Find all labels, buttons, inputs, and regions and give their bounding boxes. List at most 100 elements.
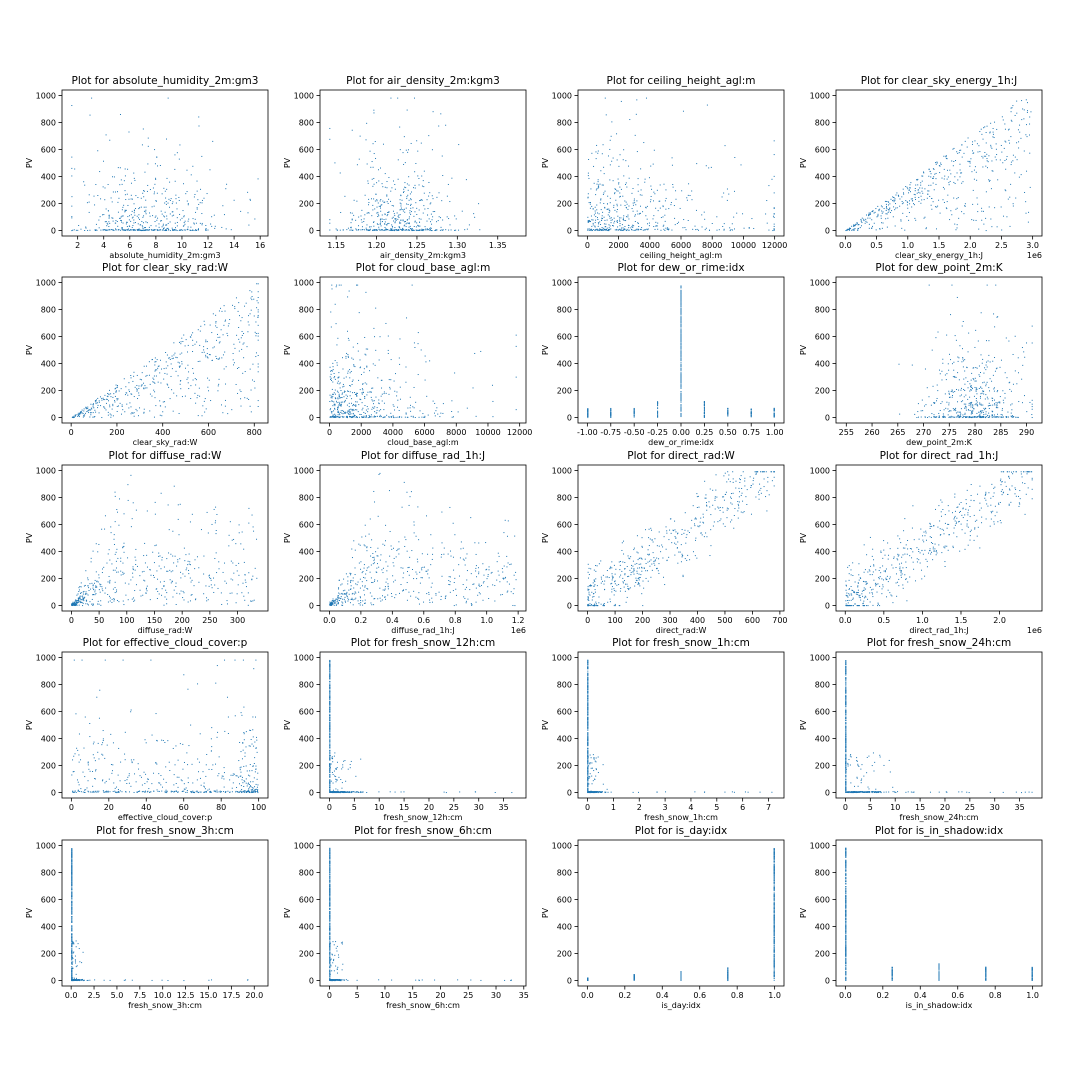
data-point: [1009, 388, 1011, 390]
data-point: [680, 368, 682, 370]
data-point: [972, 404, 974, 406]
data-point: [337, 380, 339, 382]
data-point: [956, 416, 958, 418]
data-point: [921, 399, 923, 401]
data-point: [167, 97, 169, 99]
data-point: [99, 583, 101, 585]
data-point: [598, 184, 600, 186]
data-point: [1011, 403, 1013, 405]
y-tick-label: 0: [51, 227, 56, 236]
data-point: [220, 329, 222, 331]
data-point: [637, 229, 639, 231]
data-point: [977, 416, 979, 418]
data-point: [344, 390, 346, 392]
data-point: [349, 413, 351, 415]
data-point: [106, 398, 108, 400]
data-point: [950, 416, 952, 418]
y-tick-label: 0: [51, 602, 56, 611]
data-point: [958, 417, 960, 419]
data-point: [240, 391, 242, 393]
data-point: [657, 401, 659, 403]
data-point: [733, 228, 735, 230]
data-point: [141, 372, 143, 374]
data-point: [109, 597, 111, 599]
data-point: [78, 604, 80, 606]
x-tick-label: 270: [916, 428, 931, 437]
scatter-points: [71, 283, 259, 419]
data-point: [132, 216, 134, 218]
x-tick-label: 200: [109, 428, 124, 437]
data-point: [215, 314, 217, 316]
data-point: [703, 414, 705, 416]
data-point: [83, 410, 85, 412]
data-point: [962, 321, 964, 322]
data-point: [371, 408, 373, 410]
data-point: [1012, 383, 1014, 385]
y-tick-label: 600: [815, 145, 830, 154]
data-point: [375, 349, 377, 351]
data-point: [633, 411, 635, 413]
data-point: [247, 604, 249, 606]
data-point: [936, 397, 938, 399]
data-point: [423, 192, 425, 194]
data-point: [161, 226, 163, 228]
data-point: [1001, 229, 1003, 231]
data-point: [337, 406, 339, 408]
data-point: [416, 207, 418, 209]
data-point: [933, 168, 935, 170]
data-point: [135, 208, 137, 209]
data-point: [977, 405, 979, 407]
data-point: [646, 228, 648, 230]
data-point: [896, 192, 898, 194]
data-point: [623, 175, 625, 177]
data-point: [351, 212, 353, 214]
data-point: [257, 332, 259, 334]
data-point: [329, 229, 331, 231]
data-point: [931, 349, 933, 351]
data-point: [169, 199, 171, 201]
data-point: [659, 200, 661, 202]
data-point: [380, 167, 381, 169]
data-point: [410, 415, 412, 417]
data-point: [420, 199, 422, 201]
data-point: [190, 398, 192, 400]
data-point: [394, 188, 396, 190]
data-point: [158, 226, 160, 228]
data-point: [441, 200, 443, 202]
data-point: [973, 219, 975, 221]
data-point: [233, 199, 235, 201]
data-point: [414, 220, 416, 222]
data-point: [985, 132, 987, 134]
data-point: [1012, 416, 1014, 418]
y-tick-label: 0: [309, 227, 314, 236]
data-point: [991, 160, 993, 162]
data-point: [144, 562, 146, 564]
data-point: [940, 163, 942, 165]
data-point: [907, 201, 909, 203]
data-point: [115, 567, 117, 569]
data-point: [601, 228, 603, 230]
x-tick-label: 6: [127, 241, 132, 250]
data-point: [983, 381, 985, 383]
data-point: [671, 164, 673, 166]
data-point: [414, 346, 416, 348]
data-point: [381, 393, 383, 395]
y-tick-label: 200: [815, 200, 830, 209]
data-point: [250, 411, 252, 413]
data-point: [95, 593, 97, 595]
data-point: [753, 227, 755, 229]
data-point: [231, 539, 233, 541]
scatter-points: [898, 284, 1033, 419]
data-point: [251, 291, 253, 293]
data-point: [83, 597, 85, 599]
data-point: [362, 383, 364, 385]
data-point: [365, 348, 367, 350]
data-point: [436, 229, 438, 231]
data-point: [1005, 190, 1007, 192]
data-point: [363, 415, 365, 417]
data-point: [206, 353, 208, 355]
data-point: [454, 372, 456, 374]
data-point: [233, 364, 235, 366]
data-point: [946, 334, 948, 336]
data-point: [334, 408, 336, 410]
